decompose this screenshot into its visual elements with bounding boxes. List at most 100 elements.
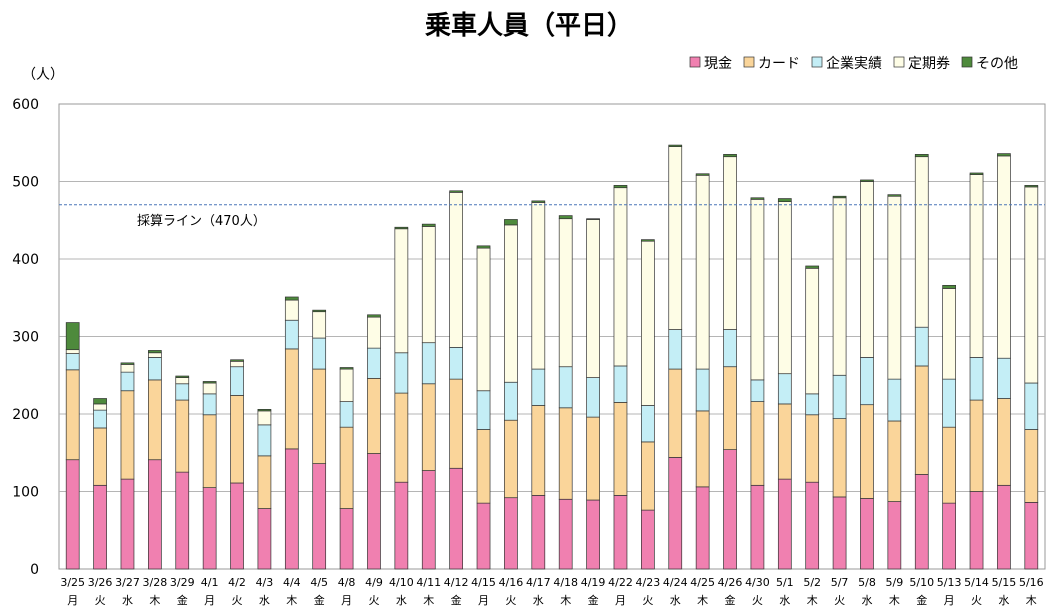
bar-segment (284, 296, 299, 301)
bar-segment (93, 427, 107, 486)
x-tick-label: 4/22 (608, 576, 633, 589)
legend-swatch (811, 56, 823, 68)
bar-segment (93, 403, 107, 411)
bar-segment (750, 401, 765, 486)
bar-segment (339, 401, 354, 428)
legend-swatch (743, 56, 755, 68)
x-tick-label: 4/24 (663, 576, 688, 589)
bar-segment (202, 382, 217, 395)
bar-segment (257, 508, 272, 570)
bar-segment (914, 326, 929, 367)
x-tick-label: 4/15 (471, 576, 496, 589)
bar-segment (695, 486, 710, 570)
bar-segment (942, 288, 956, 380)
x-tick-label: 4/23 (636, 576, 661, 589)
bar-segment (558, 498, 573, 570)
x-weekday-label: 水 (861, 594, 872, 607)
bar-segment (449, 190, 463, 193)
bar-segment (421, 383, 436, 471)
bar-segment (695, 173, 710, 176)
x-weekday-label: 金 (916, 593, 927, 607)
bar-segment (750, 484, 765, 570)
bar-segment (1024, 185, 1039, 188)
bar-segment (777, 478, 792, 570)
bar-segment (586, 416, 600, 501)
x-tick-label: 5/9 (886, 576, 904, 589)
bar-segment (449, 378, 463, 469)
x-tick-label: 3/28 (143, 576, 168, 589)
bar-segment (394, 392, 409, 483)
bar-segment (202, 414, 217, 488)
bar-segment (914, 365, 929, 475)
bar-segment (65, 459, 80, 570)
bar-segment (202, 487, 217, 570)
x-tick-label: 4/1 (201, 576, 219, 589)
bar-segment (65, 349, 80, 354)
y-tick-label: 200 (12, 407, 39, 423)
bar-segment (394, 481, 409, 570)
bar-segment (1024, 186, 1039, 384)
bar-segment (887, 195, 902, 380)
x-weekday-label: 水 (259, 594, 270, 607)
bar-segment (504, 224, 518, 383)
x-tick-label: 5/10 (909, 576, 934, 589)
bar-segment (312, 368, 327, 464)
bar-segment (887, 194, 902, 197)
x-weekday-label: 水 (396, 594, 407, 607)
bar-segment (887, 420, 902, 502)
bar-segment (860, 181, 874, 358)
bar-segment (476, 429, 491, 504)
bar-segment (65, 369, 80, 461)
bar-segment (257, 410, 272, 426)
bar-segment (942, 378, 956, 428)
bar-segment (257, 409, 272, 412)
x-tick-label: 4/17 (526, 576, 551, 589)
x-weekday-label: 火 (834, 594, 845, 607)
bar-segment (942, 285, 956, 289)
bar-segment (586, 218, 600, 220)
bar-segment (504, 497, 518, 570)
bar-segment (1024, 429, 1039, 503)
legend-label: 現金 (704, 56, 732, 72)
bar-segment (641, 405, 655, 443)
bar-segment (969, 399, 984, 492)
bar-segment (367, 378, 381, 454)
bar-segment (832, 496, 847, 570)
bar-segment (723, 449, 737, 570)
bar-segment (202, 381, 217, 384)
bar-segment (120, 364, 135, 373)
bar-segment (175, 399, 190, 473)
bar-segment (723, 154, 737, 158)
bar-segment (887, 501, 902, 570)
bar-segment (969, 174, 984, 358)
x-weekday-label: 木 (1026, 594, 1037, 607)
y-tick-label: 400 (12, 252, 39, 268)
x-tick-label: 4/10 (389, 576, 414, 589)
bar-segment (942, 426, 956, 504)
bar-segment (914, 154, 929, 158)
bar-segment (93, 484, 107, 570)
bar-segment (367, 347, 381, 379)
bar-segment (449, 467, 463, 570)
legend-label: その他 (976, 56, 1018, 72)
bar-segment (914, 474, 929, 570)
bar-segment (860, 179, 874, 182)
chart-title: 乗車人員（平日） (425, 11, 633, 41)
bar-segment (120, 371, 135, 392)
x-weekday-label: 火 (752, 594, 763, 607)
x-tick-label: 4/16 (499, 576, 524, 589)
x-tick-label: 4/25 (690, 576, 715, 589)
x-weekday-label: 月 (944, 594, 955, 607)
bar-segment (586, 377, 600, 418)
plot-area: 01002003004005006003/25月3/26火3/27水3/28木3… (12, 97, 1046, 607)
bar-segment (641, 240, 655, 406)
bar-segment (284, 319, 299, 350)
bar-segment (421, 226, 436, 344)
x-weekday-label: 火 (971, 594, 982, 607)
bar-segment (65, 322, 80, 351)
bar-segment (558, 366, 573, 409)
x-tick-label: 3/29 (170, 576, 195, 589)
bar-segment (750, 197, 765, 200)
bar-segment (641, 239, 655, 242)
bar-segment (93, 398, 107, 405)
